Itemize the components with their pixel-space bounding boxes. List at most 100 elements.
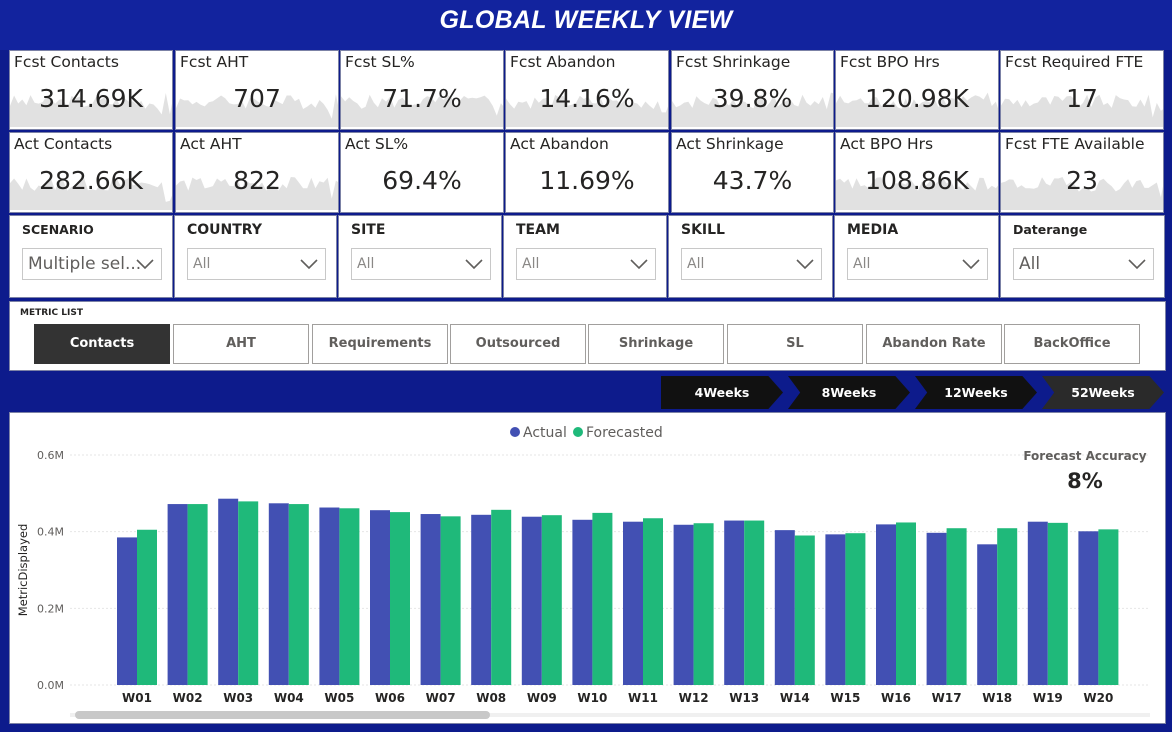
sparkline [10, 177, 172, 210]
x-tick-label: W15 [830, 691, 860, 705]
kpi-card: Fcst Required FTE 17 [1000, 50, 1164, 130]
bar-actual-w20[interactable] [1078, 531, 1099, 685]
sparkline-area [10, 177, 172, 210]
x-tick-label: W13 [729, 691, 759, 705]
bar-forecasted-w17[interactable] [946, 528, 967, 685]
bar-forecasted-w08[interactable] [491, 509, 512, 685]
bar-actual-w11[interactable] [623, 521, 643, 685]
bar-actual-w15[interactable] [825, 534, 846, 685]
bar-forecasted-w02[interactable] [187, 504, 208, 685]
bar-forecasted-w01[interactable] [137, 529, 157, 685]
kpi-card-label: Act Abandon [510, 135, 609, 153]
kpi-card-value: 120.98K [865, 84, 969, 113]
sparkline-area [1001, 94, 1163, 127]
bar-actual-w02[interactable] [167, 504, 188, 685]
slicer-title: COUNTRY [187, 222, 262, 238]
bar-actual-w05[interactable] [319, 507, 340, 685]
kpi-card-label: Fcst SL% [345, 53, 415, 71]
chevron-down-icon [796, 259, 814, 270]
sparkline-area [672, 92, 833, 127]
bar-actual-w03[interactable] [218, 498, 239, 685]
bar-forecasted-w05[interactable] [339, 508, 360, 685]
metric-button-shrinkage[interactable]: Shrinkage [588, 324, 724, 364]
kpi-card: Fcst SL% 71.7% [340, 50, 504, 130]
x-tick-label: W02 [173, 691, 203, 705]
bar-actual-w07[interactable] [420, 514, 441, 685]
x-tick-label: W04 [274, 691, 304, 705]
kpi-card-label: Act Contacts [14, 135, 113, 153]
bar-forecasted-w09[interactable] [541, 515, 562, 685]
bar-actual-w12[interactable] [673, 524, 694, 685]
period-button-12weeks[interactable]: 12Weeks [915, 376, 1037, 409]
bar-actual-w16[interactable] [876, 524, 896, 685]
kpi-card: Fcst AHT 707 [175, 50, 339, 130]
slicer-dropdown[interactable]: All [1013, 248, 1154, 280]
kpi-card-label: Fcst AHT [180, 53, 249, 71]
metric-button-abandon-rate[interactable]: Abandon Rate [866, 324, 1002, 364]
slicer-media: MEDIA All [834, 215, 999, 298]
slicer-dropdown[interactable]: All [681, 248, 822, 280]
bar-forecasted-w13[interactable] [744, 520, 765, 685]
bar-actual-w17[interactable] [926, 532, 947, 685]
metric-button-aht[interactable]: AHT [173, 324, 309, 364]
metric-button-backoffice[interactable]: BackOffice [1004, 324, 1140, 364]
bar-forecasted-w14[interactable] [794, 535, 815, 686]
bar-forecasted-w10[interactable] [592, 512, 613, 685]
x-tick-label: W16 [881, 691, 911, 705]
bar-actual-w13[interactable] [724, 520, 745, 685]
kpi-card-value: 71.7% [382, 84, 462, 113]
bar-forecasted-w06[interactable] [390, 512, 410, 685]
kpi-card-value: 43.7% [712, 166, 793, 195]
sparkline [672, 92, 833, 127]
scroll-track[interactable] [70, 713, 1150, 717]
bar-actual-w10[interactable] [572, 519, 593, 685]
bar-forecasted-w03[interactable] [238, 501, 259, 685]
bar-actual-w08[interactable] [471, 514, 492, 685]
chevron-down-icon [1128, 259, 1146, 270]
bar-actual-w04[interactable] [268, 503, 289, 685]
period-button-52weeks[interactable]: 52Weeks [1042, 376, 1164, 409]
slicer-dropdown[interactable]: Multiple sel... [22, 248, 162, 280]
slicer-dropdown-value: All [853, 256, 871, 272]
metric-button-contacts[interactable]: Contacts [34, 324, 170, 364]
y-tick-label: 0.2M [37, 602, 64, 615]
slicer-dropdown[interactable]: All [516, 248, 656, 280]
bar-actual-w19[interactable] [1027, 521, 1048, 685]
slicer-dropdown-value: All [1019, 254, 1041, 274]
period-button-8weeks[interactable]: 8Weeks [788, 376, 910, 409]
bar-forecasted-w11[interactable] [643, 518, 663, 685]
bar-forecasted-w18[interactable] [997, 528, 1018, 685]
kpi-card-label: Fcst Shrinkage [676, 53, 791, 71]
horizontal-scrollbar[interactable] [75, 711, 490, 719]
slicer-dropdown[interactable]: All [847, 248, 988, 280]
chevron-down-icon [962, 259, 980, 270]
bar-forecasted-w15[interactable] [845, 533, 866, 685]
slicer-dropdown[interactable]: All [187, 248, 326, 280]
sparkline-area [10, 93, 172, 127]
slicer-dropdown[interactable]: All [351, 248, 491, 280]
bar-actual-w18[interactable] [977, 544, 998, 685]
kpi-card-label: Fcst Abandon [510, 53, 616, 71]
bar-forecasted-w19[interactable] [1047, 522, 1068, 685]
x-tick-label: W05 [324, 691, 354, 705]
legend-label-forecasted: Forecasted [586, 425, 663, 441]
bar-actual-w06[interactable] [370, 510, 390, 685]
kpi-card: Fcst FTE Available 23 [1000, 132, 1164, 213]
x-tick-label: W17 [932, 691, 962, 705]
metric-button-outsourced[interactable]: Outsourced [450, 324, 586, 364]
bar-forecasted-w12[interactable] [693, 523, 714, 685]
bar-actual-w09[interactable] [521, 516, 542, 685]
metric-button-requirements[interactable]: Requirements [312, 324, 448, 364]
sparkline [836, 177, 998, 210]
period-button-4weeks[interactable]: 4Weeks [661, 376, 783, 409]
slicer-team: TEAM All [503, 215, 667, 298]
bar-forecasted-w20[interactable] [1098, 529, 1119, 685]
bar-forecasted-w07[interactable] [440, 516, 461, 685]
bar-forecasted-w16[interactable] [896, 522, 916, 685]
bar-actual-w01[interactable] [117, 537, 137, 685]
bar-forecasted-w04[interactable] [288, 504, 309, 685]
bar-actual-w14[interactable] [774, 530, 795, 685]
slicer-dropdown-value: All [357, 256, 375, 272]
metric-button-sl[interactable]: SL [727, 324, 863, 364]
y-tick-label: 0.6M [37, 449, 64, 462]
